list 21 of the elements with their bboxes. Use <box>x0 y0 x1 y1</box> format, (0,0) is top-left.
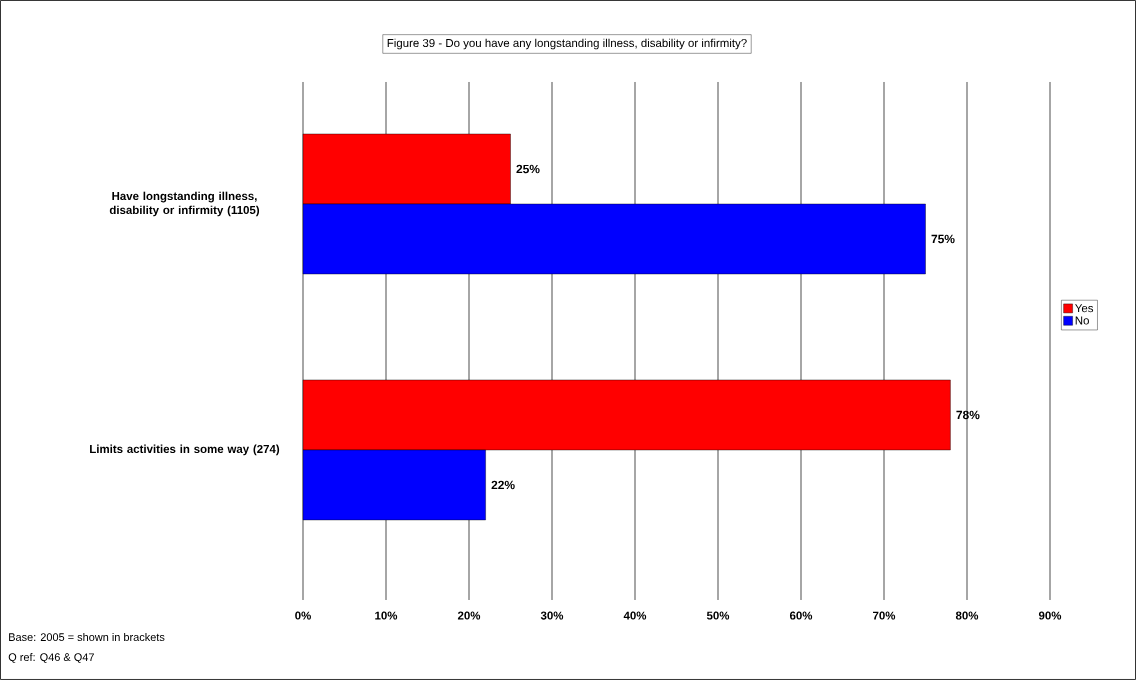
y-tick-label: Limits activities in some way (274) <box>90 444 280 456</box>
y-tick-label: Have longstanding illness, disability or infirmity (1105) <box>109 191 260 217</box>
x-tick-label: 0% <box>295 611 311 620</box>
x-tick-label: 70% <box>873 611 896 620</box>
x-tick-label: 50% <box>706 611 730 620</box>
data-label: 75% <box>931 234 955 244</box>
legend-label: No <box>1075 316 1089 325</box>
x-tick-label: 80% <box>955 611 979 620</box>
x-tick-label: 30% <box>540 611 564 620</box>
data-label: 25% <box>516 164 540 174</box>
text: Q ref: Q46 & Q47 <box>8 652 94 663</box>
x-tick-label: 40% <box>623 611 647 620</box>
text: Base: 2005 = shown in brackets <box>9 632 165 642</box>
x-tick-label: 90% <box>1038 611 1062 620</box>
x-tick-label: 60% <box>789 611 813 620</box>
legend-label: Yes <box>1075 304 1094 313</box>
x-tick-label: 20% <box>457 611 481 620</box>
chart-title: Figure 39 - Do you have any longstanding illness, disability or infirmity? <box>387 38 747 50</box>
data-label: 78% <box>956 410 980 420</box>
x-tick-label: 10% <box>375 611 398 620</box>
data-label: 22% <box>491 480 515 490</box>
